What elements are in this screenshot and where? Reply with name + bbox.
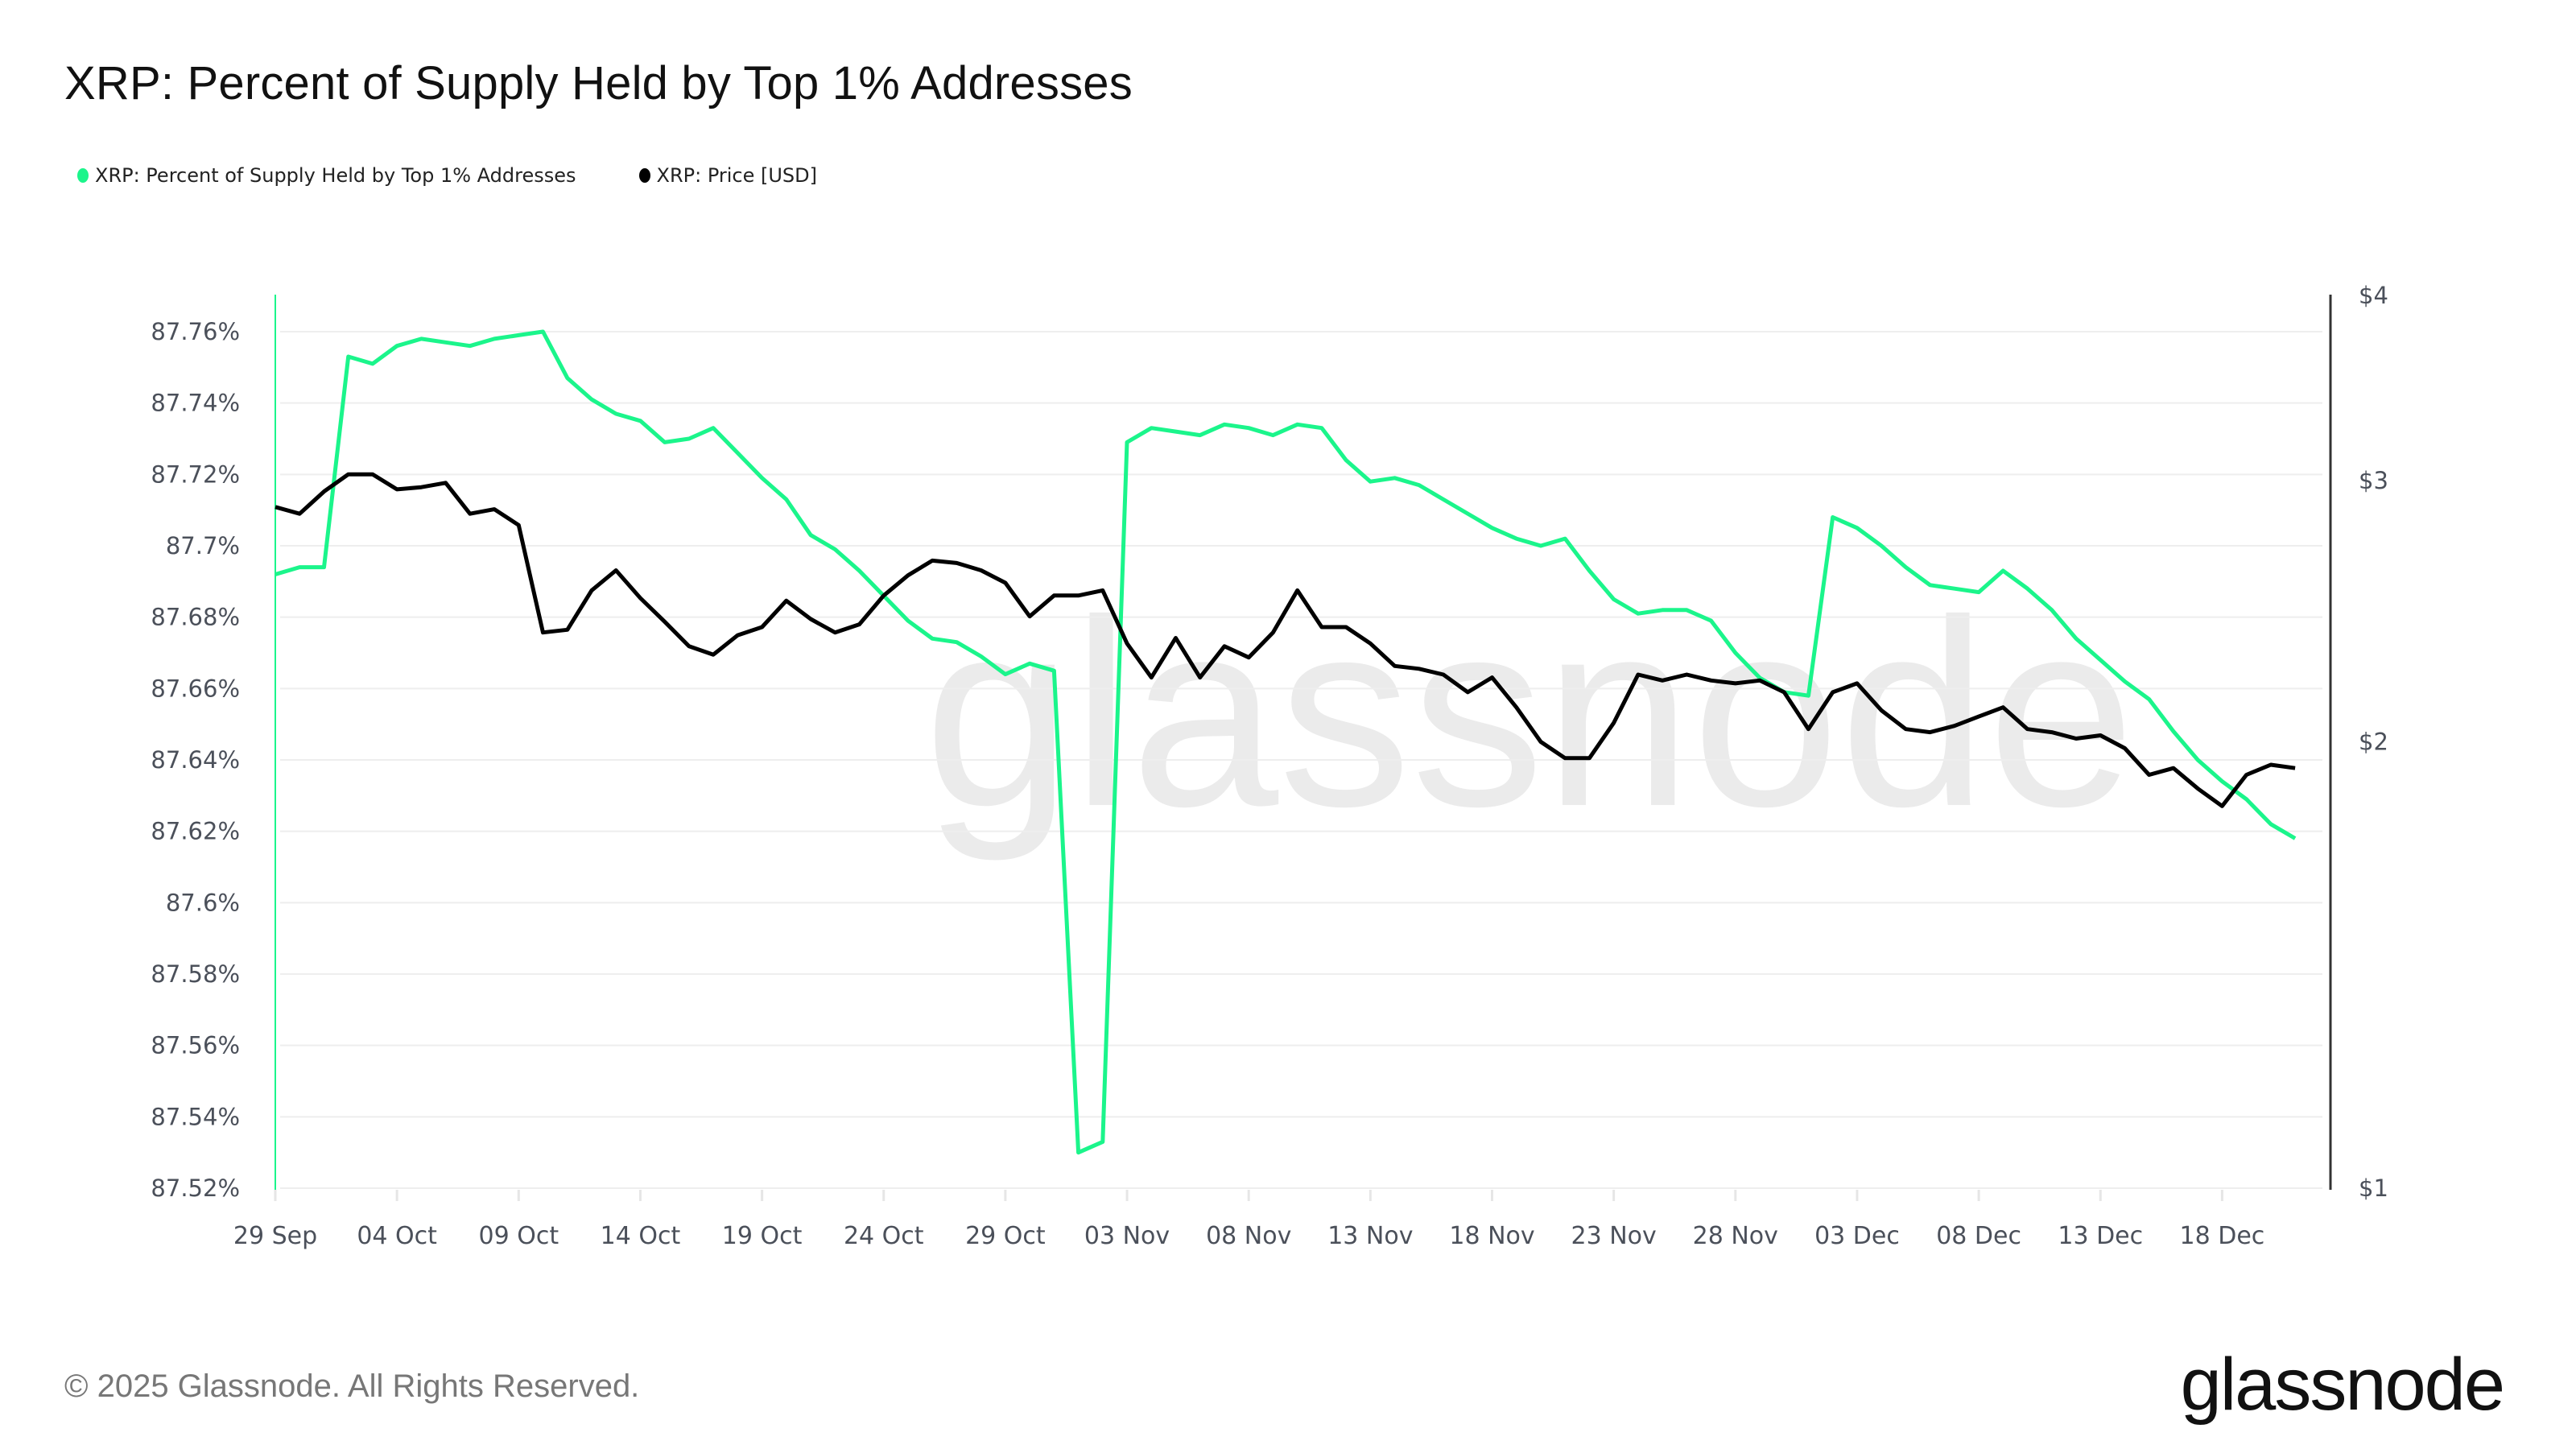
x-tick-label: 29 Sep [233, 1222, 317, 1250]
x-tick-label: 08 Dec [1936, 1222, 2021, 1250]
legend-item-price[interactable]: XRP: Price [USD] [638, 164, 818, 187]
legend-label: XRP: Price [USD] [656, 164, 818, 187]
y-tick-label: 87.66% [151, 675, 240, 702]
watermark: glassnode [924, 564, 2136, 863]
price-line[interactable] [275, 472, 2296, 808]
y-tick-label: 87.58% [151, 960, 240, 988]
price-tick-label: $4 [2359, 282, 2388, 309]
supply-line[interactable] [275, 329, 2297, 1155]
left-y-axis: 87.76% 87.74% 87.72% 87.7% 87.68% 87.66% 87.64… [151, 318, 240, 1202]
y-tick-label: 87.62% [151, 818, 240, 845]
y-tick-label: 87.54% [151, 1103, 240, 1130]
price-tick-label: $3 [2359, 467, 2388, 494]
x-tick-label: 08 Nov [1206, 1222, 1291, 1250]
x-axis: 29 Sep 04 Oct 09 Oct 14 Oct 19 Oct 24 Oct 29 O… [233, 1190, 2264, 1250]
y-tick-label: 87.74% [151, 390, 240, 417]
x-tick-label: 14 Oct [601, 1222, 681, 1250]
y-tick-label: 87.64% [151, 746, 240, 774]
x-tick-label: 13 Nov [1327, 1222, 1413, 1250]
price-tick-label: $1 [2359, 1174, 2388, 1202]
x-tick-label: 18 Dec [2180, 1222, 2265, 1250]
x-tick-label: 23 Nov [1571, 1222, 1657, 1250]
price-tick-label: $2 [2359, 729, 2388, 756]
y-tick-label: 87.76% [151, 318, 240, 345]
y-tick-label: 87.52% [151, 1174, 240, 1202]
x-tick-label: 13 Dec [2058, 1222, 2143, 1250]
x-tick-label: 24 Oct [844, 1222, 924, 1250]
x-tick-label: 04 Oct [357, 1222, 437, 1250]
x-tick-label: 03 Dec [1814, 1222, 1900, 1250]
y-tick-label: 87.56% [151, 1032, 240, 1059]
chart-legend: XRP: Percent of Supply Held by Top 1% Ad… [77, 164, 817, 187]
gridlines [280, 331, 2322, 1189]
green-dot-icon [77, 168, 89, 183]
x-tick-label: 03 Nov [1084, 1222, 1170, 1250]
glassnode-logo: glassnode [2180, 1344, 2505, 1426]
x-tick-label: 18 Nov [1449, 1222, 1534, 1250]
copyright-text: © 2025 Glassnode. All Rights Reserved. [64, 1368, 640, 1404]
x-tick-label: 29 Oct [965, 1222, 1046, 1250]
y-tick-label: 87.68% [151, 604, 240, 631]
right-y-axis: $4 $3 $2 $1 [2359, 282, 2388, 1202]
page-title: XRP: Percent of Supply Held by Top 1% Ad… [64, 57, 1133, 109]
y-tick-label: 87.72% [151, 460, 240, 488]
x-tick-label: 28 Nov [1693, 1222, 1778, 1250]
black-dot-icon [638, 168, 650, 183]
x-tick-label: 09 Oct [479, 1222, 559, 1250]
x-tick-label: 19 Oct [722, 1222, 803, 1250]
legend-label: XRP: Percent of Supply Held by Top 1% Ad… [95, 164, 576, 187]
y-tick-label: 87.6% [166, 889, 240, 916]
legend-item-supply[interactable]: XRP: Percent of Supply Held by Top 1% Ad… [77, 164, 576, 187]
y-tick-label: 87.7% [166, 532, 240, 559]
